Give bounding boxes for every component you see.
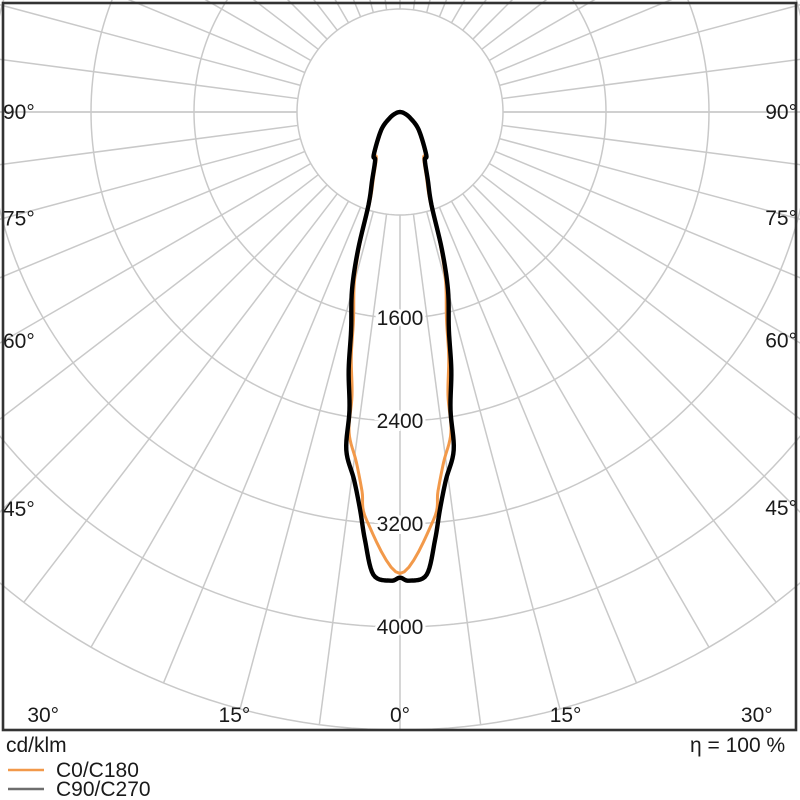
svg-text:60°: 60° [3, 330, 35, 353]
svg-text:30°: 30° [27, 704, 59, 727]
svg-text:45°: 45° [3, 498, 35, 521]
svg-text:90°: 90° [765, 101, 797, 124]
svg-text:η = 100 %: η = 100 % [690, 734, 785, 757]
svg-text:15°: 15° [219, 704, 251, 727]
svg-text:90°: 90° [3, 101, 35, 124]
svg-text:1600: 1600 [377, 307, 424, 330]
svg-text:15°: 15° [550, 704, 582, 727]
svg-text:0°: 0° [390, 704, 410, 727]
svg-text:cd/klm: cd/klm [6, 734, 67, 757]
svg-text:30°: 30° [741, 704, 773, 727]
svg-text:75°: 75° [3, 207, 35, 230]
svg-text:2400: 2400 [377, 410, 424, 433]
svg-text:3200: 3200 [377, 513, 424, 536]
svg-text:60°: 60° [765, 330, 797, 353]
svg-text:4000: 4000 [377, 616, 424, 639]
svg-text:75°: 75° [765, 207, 797, 230]
svg-text:45°: 45° [765, 497, 797, 520]
svg-text:C90/C270: C90/C270 [56, 778, 151, 800]
